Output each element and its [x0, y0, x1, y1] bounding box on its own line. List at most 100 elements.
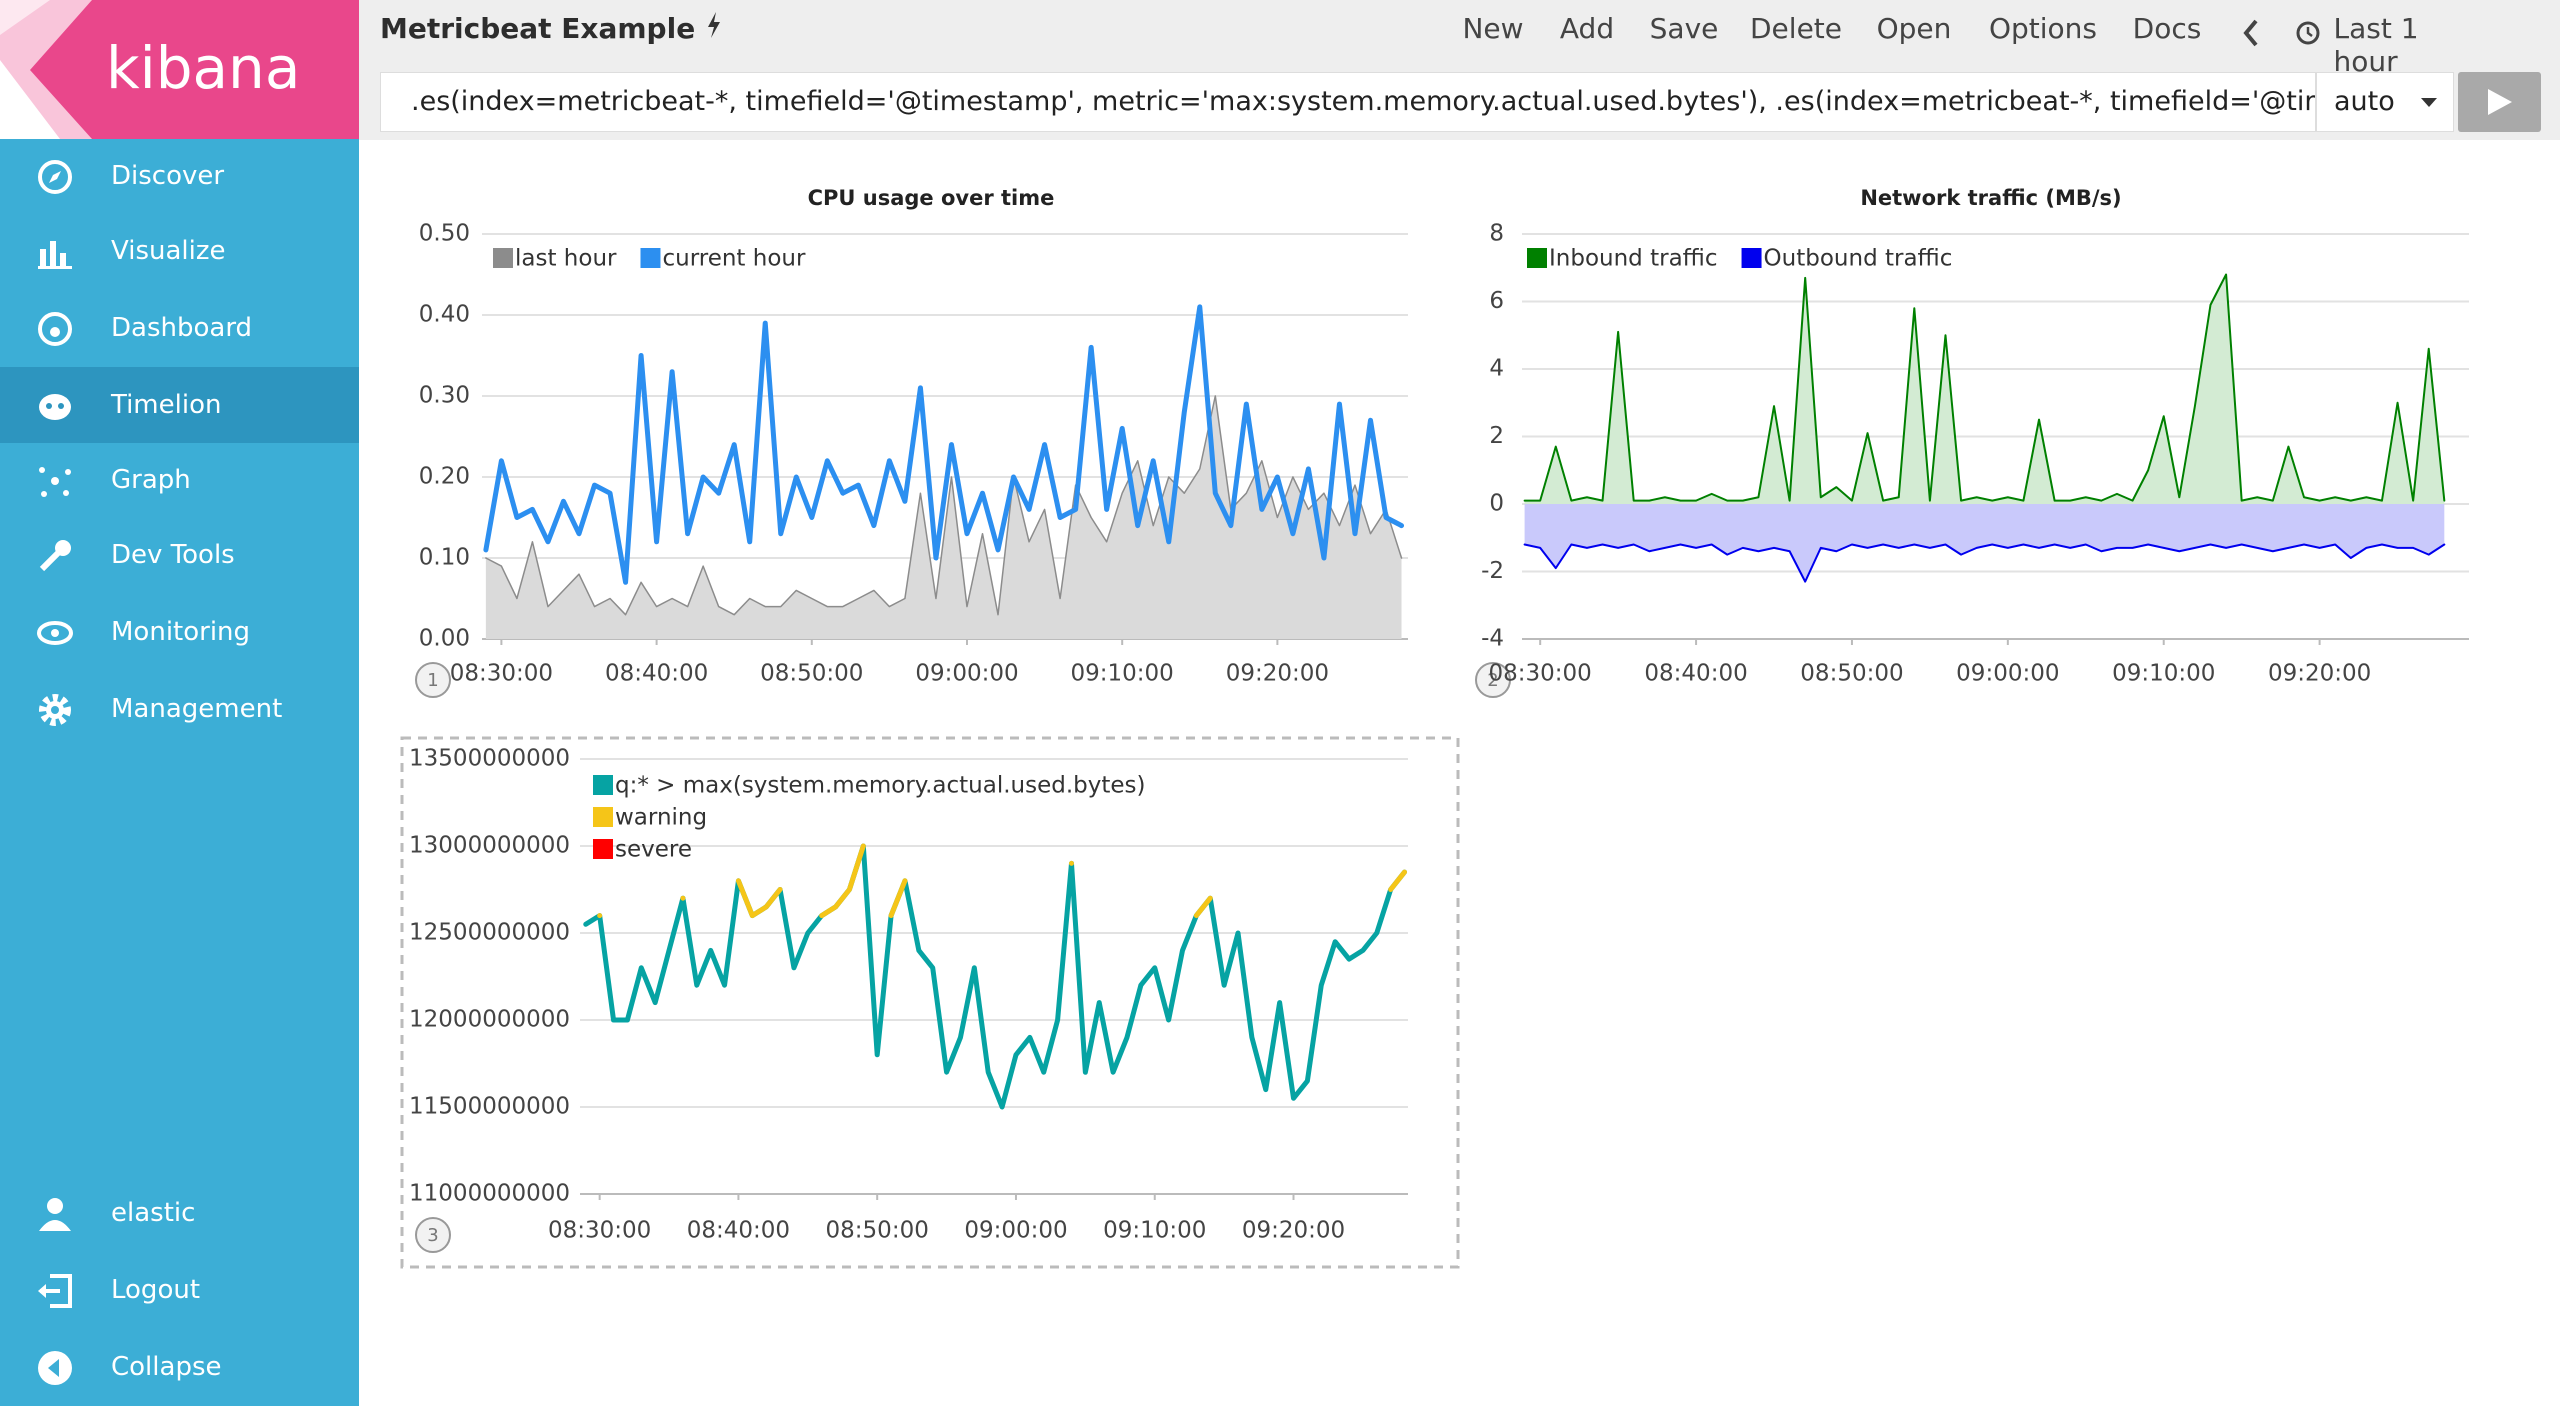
nav-item[interactable]: Monitoring [0, 594, 359, 670]
x-tick-label: 08:30:00 [1489, 661, 1592, 687]
nav-item[interactable]: Dashboard [0, 290, 359, 366]
x-tick-label: 08:50:00 [826, 1218, 929, 1244]
x-tick-label: 08:50:00 [760, 661, 863, 687]
menu-button[interactable]: Delete [1750, 12, 1842, 45]
menu-button[interactable]: Docs [2133, 12, 2202, 45]
caret [2421, 98, 2437, 108]
time-picker[interactable]: Last 1 hour [2334, 12, 2485, 78]
area [1525, 504, 2445, 582]
nav-item[interactable]: Logout [0, 1252, 359, 1328]
menu-button[interactable]: Save [1650, 12, 1719, 45]
x-tick-label: 08:40:00 [605, 661, 708, 687]
x-tick-label: 09:10:00 [1103, 1218, 1206, 1244]
x-tick-label: 09:20:00 [1226, 661, 1329, 687]
nav-label: Management [111, 671, 282, 747]
menu-button[interactable]: Open [1877, 12, 1952, 45]
nav-item[interactable]: Management [0, 671, 359, 747]
icon [36, 1195, 74, 1233]
legend-item[interactable]: current hour [640, 246, 806, 272]
y-tick-label: 0.20 [419, 464, 470, 490]
nav-label: Dev Tools [111, 517, 235, 593]
y-tick-label: 0.00 [419, 626, 470, 652]
y-tick-label: 0.40 [419, 302, 470, 328]
legend-swatch [640, 248, 660, 268]
legend-swatch [493, 248, 513, 268]
run-button[interactable] [2458, 72, 2541, 132]
nav-label: Discover [111, 138, 224, 214]
legend-item[interactable]: Outbound traffic [1742, 246, 1953, 272]
x-tick-label: 09:20:00 [1242, 1218, 1345, 1244]
legend-label: last hour [515, 246, 617, 272]
nav-item[interactable]: Discover [0, 138, 359, 214]
icon [36, 1272, 74, 1310]
series-line [1525, 545, 2445, 582]
interval-select[interactable]: auto [2316, 72, 2454, 132]
y-tick-label: 4 [1489, 356, 1504, 382]
panel-number: 3 [427, 1225, 438, 1246]
y-tick-label: 13500000000 [409, 746, 570, 772]
legend-item[interactable]: last hour [493, 246, 617, 272]
series-line [586, 846, 1405, 1107]
legend-swatch [593, 839, 613, 859]
legend-swatch [593, 775, 613, 795]
nav-label: Monitoring [111, 594, 250, 670]
sidebar: kibana Discover Visualize Dashboard Time… [0, 0, 359, 1406]
interval-value: auto [2334, 86, 2395, 117]
legend-swatch [1742, 248, 1762, 268]
icon [36, 462, 74, 500]
y-tick-label: 12500000000 [409, 920, 570, 946]
menu-button[interactable]: New [1462, 12, 1523, 45]
expression-input[interactable]: .es(index=metricbeat-*, timefield='@time… [380, 72, 2316, 132]
nav-item[interactable]: Dev Tools [0, 517, 359, 593]
x-tick-label: 09:10:00 [1071, 661, 1174, 687]
y-tick-label: 8 [1489, 221, 1504, 247]
x-tick-label: 08:30:00 [548, 1218, 651, 1244]
legend-label: severe [615, 837, 692, 863]
x-tick-label: 09:10:00 [2112, 661, 2215, 687]
brand[interactable]: kibana [0, 0, 359, 139]
y-tick-label: 12000000000 [409, 1007, 570, 1033]
legend-item[interactable]: q:* > max(system.memory.actual.used.byte… [593, 773, 1146, 799]
x-tick-label: 09:00:00 [915, 661, 1018, 687]
chart-title: CPU usage over time [808, 186, 1055, 210]
legend-label: Inbound traffic [1549, 246, 1718, 272]
menu-button[interactable]: Options [1989, 12, 2097, 45]
title-text: Metricbeat Example [380, 12, 695, 45]
nav-item[interactable]: elastic [0, 1175, 359, 1251]
nav-item[interactable]: Timelion [0, 367, 359, 443]
bolt-icon [705, 12, 723, 38]
nav-label: Graph [111, 442, 191, 518]
nav-label: Timelion [111, 367, 221, 443]
nav-item[interactable]: Collapse [0, 1329, 359, 1405]
y-tick-label: 0.30 [419, 383, 470, 409]
x-tick-label: 08:40:00 [687, 1218, 790, 1244]
menu-button[interactable]: Add [1560, 12, 1614, 45]
x-tick-label: 09:20:00 [2268, 661, 2371, 687]
nav-item[interactable]: Graph [0, 442, 359, 518]
legend-item[interactable]: warning [593, 805, 707, 831]
legend-item[interactable]: severe [593, 837, 692, 863]
panel-number: 1 [427, 670, 438, 691]
y-tick-label: 6 [1489, 288, 1504, 314]
nav-label: Visualize [111, 213, 226, 289]
y-tick-label: 0.50 [419, 221, 470, 247]
x-tick-label: 08:50:00 [1800, 661, 1903, 687]
legend-label: Outbound traffic [1764, 246, 1953, 272]
back-button[interactable] [2241, 18, 2261, 48]
y-tick-label: 0.10 [419, 545, 470, 571]
nav-item[interactable]: Visualize [0, 213, 359, 289]
charts: 1 2 3 CPU usage over time 0.00 0.10 0.20 0.3… [359, 140, 2560, 1406]
nav-label: Logout [111, 1252, 200, 1328]
icon [36, 1349, 74, 1387]
nav-label: Collapse [111, 1329, 222, 1405]
legend-swatch [593, 807, 613, 827]
series-line [600, 846, 1405, 916]
play-icon [2488, 89, 2512, 115]
y-tick-label: 2 [1489, 423, 1504, 449]
logo [0, 0, 92, 139]
legend-label: q:* > max(system.memory.actual.used.byte… [615, 773, 1146, 799]
icon [36, 614, 74, 652]
y-tick-label: 13000000000 [409, 833, 570, 859]
legend-item[interactable]: Inbound traffic [1527, 246, 1718, 272]
